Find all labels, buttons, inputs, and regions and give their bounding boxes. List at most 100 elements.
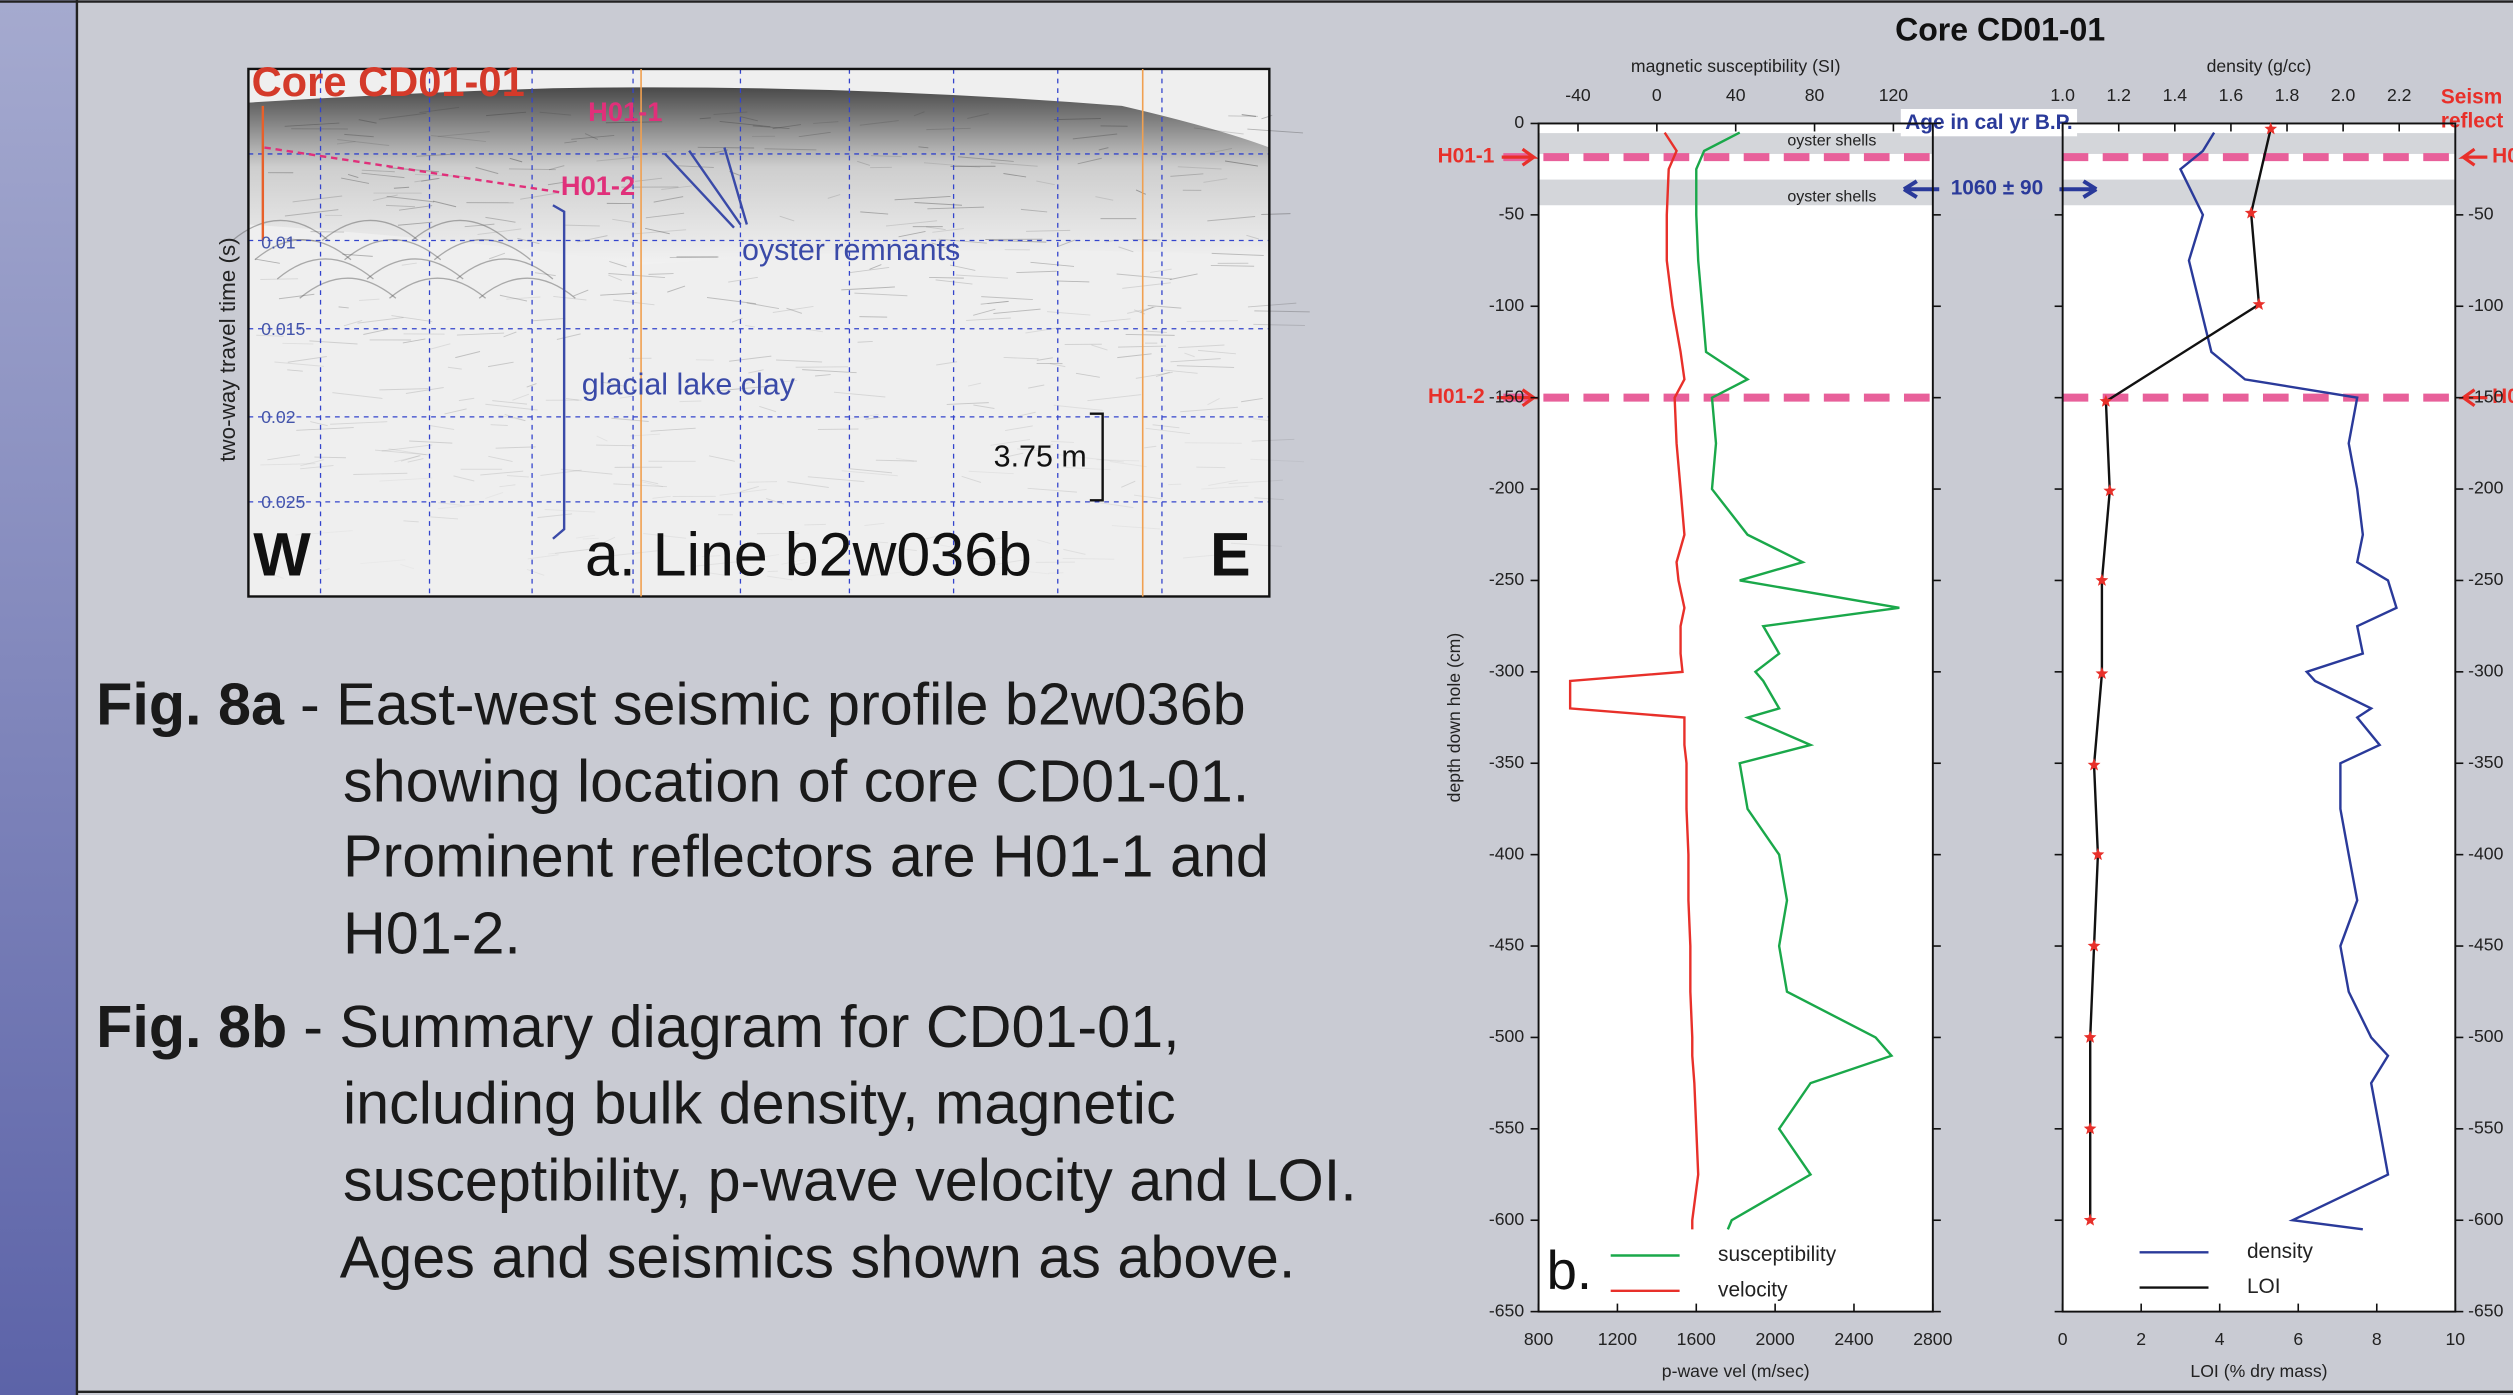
reflector-label: H01-1 bbox=[588, 96, 662, 127]
figure-title: Core CD01-01 bbox=[1895, 12, 2105, 48]
x2-tick-label: 80 bbox=[1805, 85, 1825, 105]
annotation: glacial lake clay bbox=[582, 367, 796, 401]
x-tick-label: 2400 bbox=[1834, 1329, 1873, 1349]
y-tick-label: -550 bbox=[1489, 1117, 1524, 1137]
x-tick-label: 0 bbox=[2058, 1329, 2068, 1349]
caption-text: including bulk density, magnetic bbox=[343, 1070, 1176, 1137]
y-tick-label: -400 bbox=[2468, 843, 2503, 863]
x-tick-label: 1600 bbox=[1677, 1329, 1716, 1349]
x-tick-label: 8 bbox=[2372, 1329, 2382, 1349]
x2-tick-label: 1.4 bbox=[2163, 85, 2188, 105]
x2-tick-label: 1.8 bbox=[2275, 85, 2300, 105]
x2-tick-label: 0 bbox=[1652, 85, 1662, 105]
x-tick-label: 2000 bbox=[1756, 1329, 1795, 1349]
seismic-header: Seism bbox=[2441, 85, 2502, 108]
y-tick-label: -250 bbox=[1489, 569, 1524, 589]
time-label: 0.015 bbox=[261, 319, 305, 339]
direction-label: E bbox=[1210, 521, 1251, 589]
axis-label: two-way travel time (s) bbox=[215, 237, 240, 461]
legend-label: LOI bbox=[2247, 1275, 2281, 1298]
texture-stroke bbox=[282, 343, 313, 344]
y-tick-label: -450 bbox=[1489, 935, 1524, 955]
direction-label: W bbox=[253, 521, 311, 589]
caption-line: Fig. 8a- East-west seismic profile b2w03… bbox=[96, 670, 1245, 737]
x-tick-label: 1200 bbox=[1598, 1329, 1637, 1349]
x-tick-label: 2 bbox=[2136, 1329, 2146, 1349]
x2-tick-label: 1.6 bbox=[2219, 85, 2244, 105]
caption-text: susceptibility, p-wave velocity and LOI. bbox=[343, 1147, 1357, 1214]
y-tick-label: -150 bbox=[2468, 386, 2503, 406]
y-tick-label: -500 bbox=[1489, 1026, 1524, 1046]
texture-stroke bbox=[859, 317, 887, 318]
gap bbox=[1933, 123, 2063, 219]
reflector-label: H01-1 bbox=[2492, 145, 2513, 168]
x2-tick-label: 40 bbox=[1726, 85, 1746, 105]
scale-label: 3.75 m bbox=[994, 440, 1087, 474]
y-tick-label: 0 bbox=[1514, 112, 1524, 132]
caption-text: - Summary diagram for CD01-01, bbox=[303, 993, 1179, 1060]
y-tick-label: -100 bbox=[1489, 295, 1524, 315]
texture-stroke bbox=[314, 457, 346, 458]
age-header: Age in cal yr B.P. bbox=[1905, 111, 2072, 134]
y-tick-label: -50 bbox=[1499, 204, 1525, 224]
y-tick-label: -450 bbox=[2468, 935, 2503, 955]
caption-line: Fig. 8b- Summary diagram for CD01-01, bbox=[96, 993, 1179, 1060]
reflector-label: H01-1 bbox=[1438, 145, 1495, 168]
x2-tick-label: 1.0 bbox=[2050, 85, 2075, 105]
caption-text: Prominent reflectors are H01-1 and bbox=[343, 823, 1269, 890]
y-tick-label: -650 bbox=[2468, 1300, 2503, 1320]
caption-label: Fig. 8a bbox=[96, 670, 285, 737]
y-tick-label: -250 bbox=[2468, 569, 2503, 589]
zone-label: oyster shells bbox=[1787, 131, 1876, 149]
x-tick-label: 2800 bbox=[1913, 1329, 1952, 1349]
y-tick-label: -100 bbox=[2468, 295, 2503, 315]
seismic-figure: Core CD01-01 H01-1 H01-2 oyster remnants… bbox=[215, 58, 1310, 597]
x2-axis-title: density (g/cc) bbox=[2207, 56, 2312, 76]
texture-stroke bbox=[1185, 443, 1242, 444]
x2-tick-label: 2.2 bbox=[2387, 85, 2412, 105]
legend-label: susceptibility bbox=[1718, 1243, 1837, 1266]
reflector-label: H01-2 bbox=[1428, 385, 1485, 408]
x2-tick-label: 1.2 bbox=[2106, 85, 2131, 105]
caption-text: Ages and seismics shown as above. bbox=[340, 1224, 1296, 1291]
time-label: 0.025 bbox=[261, 492, 305, 512]
y-tick-label: -150 bbox=[1489, 386, 1524, 406]
y-tick-label: -200 bbox=[1489, 478, 1524, 498]
time-label: 0.02 bbox=[261, 407, 295, 427]
y-tick-label: -50 bbox=[2468, 204, 2494, 224]
legend-label: density bbox=[2247, 1240, 2314, 1263]
y-tick-label: -500 bbox=[2468, 1026, 2503, 1046]
panel-label: a. Line b2w036b bbox=[585, 521, 1032, 589]
y-tick-label: -350 bbox=[1489, 752, 1524, 772]
y-tick-label: -650 bbox=[1489, 1300, 1524, 1320]
y-tick-label: -200 bbox=[2468, 478, 2503, 498]
zone-label: oyster shells bbox=[1787, 187, 1876, 205]
x-tick-label: 4 bbox=[2215, 1329, 2225, 1349]
plot-area bbox=[1539, 123, 1933, 1311]
y-tick-label: -600 bbox=[2468, 1209, 2503, 1229]
age-label: 1060 ± 90 bbox=[1951, 177, 2043, 200]
core-label: Core CD01-01 bbox=[252, 58, 525, 105]
side-strip bbox=[0, 0, 77, 1395]
reflector-label: H01-2 bbox=[561, 170, 635, 201]
legend-label: velocity bbox=[1718, 1278, 1788, 1301]
caption-text: - East-west seismic profile b2w036b bbox=[300, 670, 1246, 737]
time-label: 0.01 bbox=[261, 232, 295, 252]
x-tick-label: 10 bbox=[2446, 1329, 2466, 1349]
caption-label: Fig. 8b bbox=[96, 993, 287, 1060]
poster: Core CD01-01 H01-1 H01-2 oyster remnants… bbox=[0, 0, 2513, 1395]
x2-tick-label: 120 bbox=[1879, 85, 1909, 105]
y-tick-label: -300 bbox=[2468, 660, 2503, 680]
caption-text: H01-2. bbox=[343, 900, 521, 967]
y-tick-label: -300 bbox=[1489, 660, 1524, 680]
x-tick-label: 800 bbox=[1524, 1329, 1554, 1349]
caption-text: showing location of core CD01-01. bbox=[343, 747, 1249, 814]
texture-stroke bbox=[1228, 116, 1258, 117]
x2-tick-label: 2.0 bbox=[2331, 85, 2356, 105]
x-axis-title: p-wave vel (m/sec) bbox=[1662, 1361, 1810, 1381]
x2-axis-title: magnetic susceptibility (SI) bbox=[1631, 56, 1841, 76]
x-tick-label: 6 bbox=[2293, 1329, 2303, 1349]
seismic-header: reflect bbox=[2441, 109, 2504, 132]
y-tick-label: -400 bbox=[1489, 843, 1524, 863]
x2-tick-label: -40 bbox=[1565, 85, 1591, 105]
